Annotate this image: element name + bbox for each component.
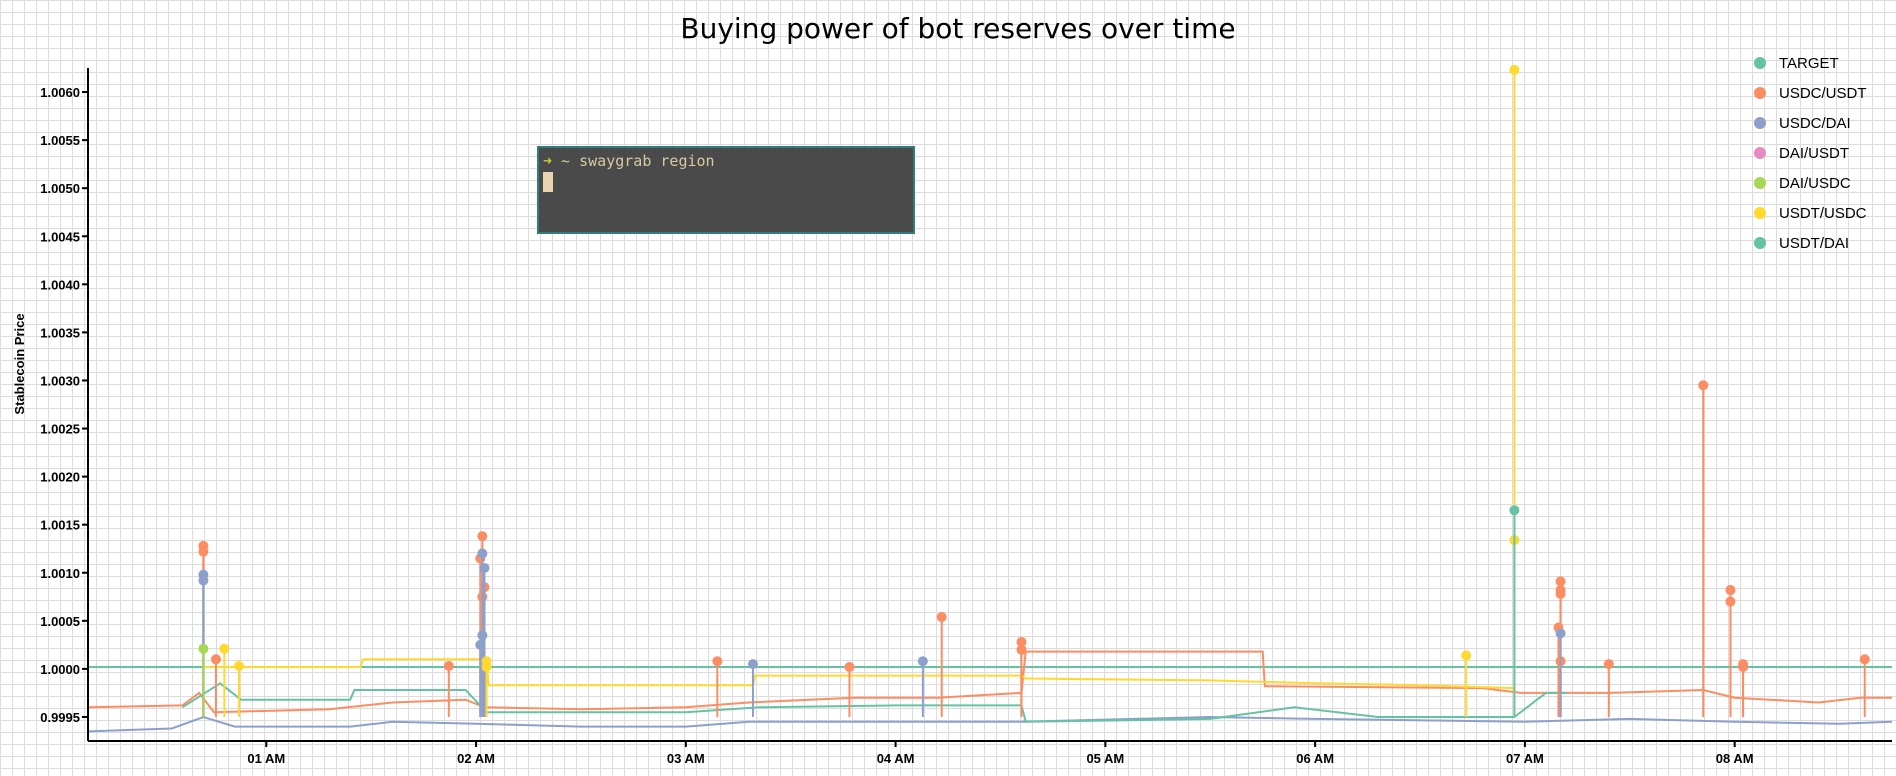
series-layer xyxy=(87,650,1893,733)
x-tick-label-1: 02 AM xyxy=(457,751,495,766)
spike-point-usdc-dai-7 xyxy=(917,656,928,667)
spike-point-usdc-usdt-15 xyxy=(1555,588,1566,599)
y-tick-label-10: 1.0045 xyxy=(40,229,80,244)
legend-label-dai-usdt: DAI/USDT xyxy=(1779,145,1849,162)
x-tick-label-7: 08 AM xyxy=(1716,751,1754,766)
spike-point-usdc-dai-4 xyxy=(477,630,488,641)
spike-point-usdc-usdt-12 xyxy=(1016,644,1027,655)
y-tick-label-5: 1.0020 xyxy=(40,470,80,485)
y-tick-label-12: 1.0055 xyxy=(40,133,80,148)
x-tick-label-3: 04 AM xyxy=(877,751,915,766)
legend-label-usdc-dai: USDC/DAI xyxy=(1779,115,1851,132)
legend-label-usdt-usdc: USDT/USDC xyxy=(1779,205,1867,222)
chart-title: Buying power of bot reserves over time xyxy=(680,12,1235,45)
spike-point-usdc-usdt-19 xyxy=(1698,380,1709,391)
x-tick-label-2: 03 AM xyxy=(667,751,705,766)
legend-label-dai-usdc: DAI/USDC xyxy=(1779,175,1851,192)
spike-point-usdc-usdt-21 xyxy=(1725,596,1736,607)
legend-label-usdt-dai: USDT/DAI xyxy=(1779,235,1849,252)
y-tick-label-6: 1.0025 xyxy=(40,422,80,437)
spike-point-usdc-usdt-13 xyxy=(1555,576,1566,587)
spike-point-usdc-dai-2 xyxy=(477,548,488,559)
y-tick-label-9: 1.0040 xyxy=(40,277,80,292)
series-line-usdc-dai xyxy=(87,715,1893,733)
y-axis-title: Stablecoin Price xyxy=(12,313,27,414)
y-tick-label-13: 1.0060 xyxy=(40,85,80,100)
terminal-command: ~ swaygrab region xyxy=(552,152,715,170)
spike-point-usdc-usdt-1 xyxy=(198,546,209,557)
y-tick-label-2: 1.0005 xyxy=(40,614,80,629)
spike-point-usdc-usdt-20 xyxy=(1725,585,1736,596)
spike-point-usdc-dai-6 xyxy=(747,659,758,670)
x-tick-label-6: 07 AM xyxy=(1506,751,1544,766)
spike-point-usdc-dai-1 xyxy=(198,575,209,586)
y-tick-label-8: 1.0035 xyxy=(40,325,80,340)
spike-point-usdt-usdc-3 xyxy=(481,661,492,672)
series-line-usdt-dai xyxy=(181,682,1567,723)
legend-marker-dai-usdc xyxy=(1754,177,1766,189)
spike-point-usdc-dai-8 xyxy=(1555,628,1566,639)
spike-point-usdc-usdt-3 xyxy=(443,661,454,672)
series-line-usdc-usdt xyxy=(87,650,1892,714)
legend-marker-dai-usdt xyxy=(1754,147,1766,159)
x-tick-label-4: 05 AM xyxy=(1086,751,1124,766)
prompt-arrow-icon: ➜ xyxy=(543,152,553,170)
spike-point-usdc-usdt-9 xyxy=(844,661,855,672)
spike-point-usdc-usdt-2 xyxy=(210,654,221,665)
legend-marker-usdc-usdt xyxy=(1754,87,1766,99)
x-tick-label-0: 01 AM xyxy=(247,751,285,766)
spike-point-usdc-usdt-18 xyxy=(1603,659,1614,670)
legend-label-target: TARGET xyxy=(1779,55,1839,72)
spike-point-usdt-usdc-0 xyxy=(219,643,230,654)
spike-point-usdc-usdt-11 xyxy=(1016,636,1027,647)
spike-point-usdt-usdc-4 xyxy=(1461,650,1472,661)
legend: TARGET USDC/USDT USDC/DAI DAI/USDT DAI/USDC U… xyxy=(1754,55,1867,252)
spike-point-dai-usdc-0 xyxy=(198,643,209,654)
legend-marker-usdc-dai xyxy=(1754,117,1766,129)
spike-point-usdc-dai-5 xyxy=(475,639,486,650)
spike-point-usdt-usdc-1 xyxy=(234,661,245,672)
terminal-cursor xyxy=(543,172,553,192)
legend-label-usdc-usdt: USDC/USDT xyxy=(1779,85,1867,102)
y-tick-label-3: 1.0010 xyxy=(40,566,80,581)
spike-point-usdc-usdt-10 xyxy=(936,611,947,622)
y-tick-label-7: 1.0030 xyxy=(40,373,80,388)
legend-marker-target xyxy=(1754,57,1766,69)
y-tick-label-0: 0.9995 xyxy=(40,710,80,725)
spike-point-usdc-usdt-8 xyxy=(712,656,723,667)
x-tick-label-5: 06 AM xyxy=(1296,751,1334,766)
spike-point-usdc-dai-3 xyxy=(479,562,490,573)
spike-point-usdt-dai-0 xyxy=(1509,505,1520,516)
axes-layer: 0.9995 1.0000 1.0005 1.0010 1.0015 1.0020 1.00… xyxy=(40,68,1892,766)
y-tick-label-11: 1.0050 xyxy=(40,181,80,196)
spike-point-usdc-usdt-23 xyxy=(1738,661,1749,672)
terminal-overlay[interactable]: ➜ ~ swaygrab region xyxy=(537,146,915,234)
spike-point-usdc-usdt-4 xyxy=(477,531,488,542)
legend-marker-usdt-dai xyxy=(1754,237,1766,249)
spike-layer xyxy=(198,64,1870,717)
legend-marker-usdt-usdc xyxy=(1754,207,1766,219)
y-tick-label-1: 1.0000 xyxy=(40,662,80,677)
terminal-command-line: ➜ ~ swaygrab region xyxy=(543,152,715,170)
y-tick-label-4: 1.0015 xyxy=(40,518,80,533)
spike-point-usdc-usdt-24 xyxy=(1859,654,1870,665)
spike-point-usdt-usdc-5 xyxy=(1509,64,1520,75)
series-line-usdt-usdc xyxy=(203,658,1515,690)
